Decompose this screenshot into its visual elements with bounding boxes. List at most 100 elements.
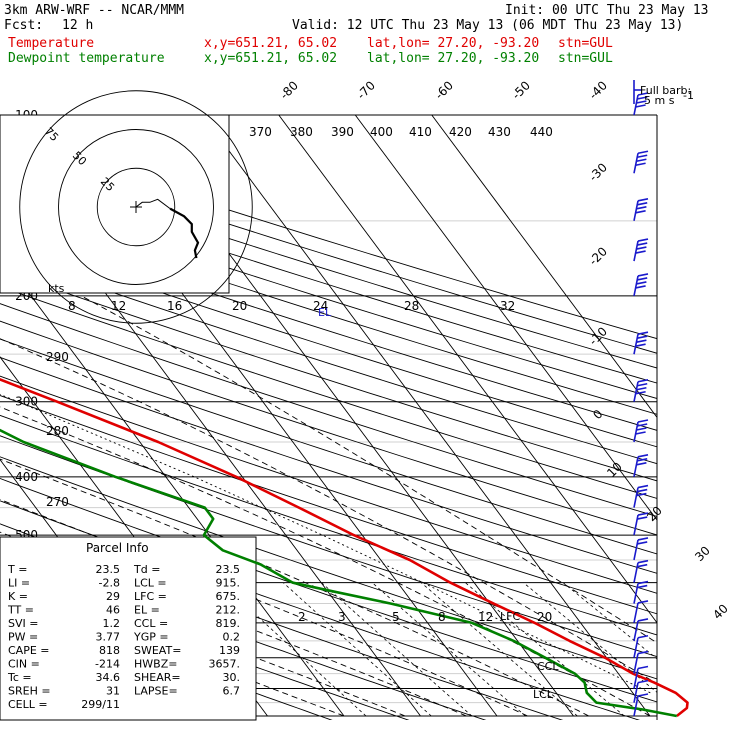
temperature-latlon: lat,lon= 27.20, -93.20	[367, 36, 540, 51]
forecast-label: Fcst:	[4, 18, 44, 33]
wind-barb-175	[633, 238, 649, 262]
dry-adiabat-400	[0, 286, 657, 499]
legend-exponent: -1	[683, 89, 694, 102]
moist-adiabat-36	[81, 295, 657, 644]
isotherm-label--60: -60	[432, 78, 456, 102]
valid-time: Valid: 12 UTC Thu 23 May 13 (06 MDT Thu …	[292, 18, 684, 33]
isotherm-label-0: 0	[590, 407, 605, 422]
mixing-ratio-top-24: 24	[313, 299, 328, 313]
mixing-ratio-12	[465, 582, 625, 717]
hodo-units: kts	[48, 282, 65, 295]
parcel-row-10-label1: CELL =	[8, 698, 48, 711]
mixing-ratio-top-16: 16	[167, 299, 182, 313]
parcel-row-2-label2: LFC =	[134, 590, 167, 603]
parcel-row-0-value1: 23.5	[96, 563, 121, 576]
hodo-ring-25	[96, 167, 176, 247]
mixing-ratio-bottom-8: 8	[438, 610, 446, 624]
temperature-legend: Temperature	[8, 36, 95, 51]
dry-adiabat-470	[0, 176, 657, 384]
wind-barb-300	[633, 378, 649, 402]
wind-barb-750	[633, 618, 649, 642]
parcel-row-2-value2: 675.	[216, 590, 241, 603]
theta-label-430: 430	[488, 125, 511, 139]
parcel-row-7-label2: HWBZ=	[134, 658, 177, 671]
dry-adiabat-450	[0, 206, 657, 415]
dry-adiabat-360	[0, 356, 657, 574]
wind-barb-250	[633, 331, 649, 355]
wind-barb-500	[633, 512, 649, 536]
parcel-row-6-value2: 139	[219, 644, 240, 657]
dry-adiabat-420	[0, 253, 657, 465]
mixing-ratio-2	[283, 582, 432, 717]
sounding-profiles	[0, 378, 689, 718]
parcel-row-3-value2: 212.	[216, 604, 241, 617]
isotherm-label--10: -10	[586, 324, 610, 348]
parcel-info-panel: Parcel Info T = 23.5 Td = 23.5 LI = -2.8 LCL = 9…	[7, 541, 240, 711]
el-label: EL	[318, 306, 332, 319]
dry-adiabat-390	[0, 303, 657, 517]
pressure-label-400: 400	[15, 470, 38, 484]
parcel-info-title: Parcel Info	[86, 541, 149, 555]
dry-adiabat-300	[0, 477, 657, 703]
parcel-info-frame	[0, 536, 257, 721]
pressure-label-300: 300	[15, 395, 38, 409]
parcel-row-0-label2: Td =	[133, 563, 160, 576]
parcel-row-8-value2: 30.	[223, 671, 241, 684]
isotherm-label--20: -20	[586, 244, 610, 268]
theta-left-label-290: 290	[46, 350, 69, 364]
moist-adiabat-20	[0, 406, 651, 717]
dry-adiabat-370	[0, 338, 657, 555]
wind-barb-200	[633, 273, 649, 297]
parcel-row-0-label1: T =	[7, 563, 27, 576]
theta-label-400: 400	[370, 125, 393, 139]
parcel-row-4-label1: SVI =	[8, 617, 38, 630]
isotherm-30	[278, 115, 657, 624]
parcel-row-9-value1: 31	[106, 685, 120, 698]
init-time: Init: 00 UTC Thu 23 May 13	[505, 3, 709, 18]
moist-adiabat-12	[0, 458, 590, 717]
isotherm-50	[431, 115, 657, 419]
hodograph-frame	[0, 114, 230, 294]
parcel-row-3-label1: TT =	[7, 604, 34, 617]
parcel-row-3-value1: 46	[106, 604, 120, 617]
parcel-row-6-label2: SWEAT=	[134, 644, 181, 657]
theta-left-label-280: 280	[46, 424, 69, 438]
dry-adiabat-330	[0, 414, 657, 636]
parcel-row-9-label1: SREH =	[8, 685, 51, 698]
level-markers: EL LFC CCL LCL	[318, 306, 559, 701]
wind-barb-600	[633, 559, 649, 583]
wind-barb-100	[633, 92, 649, 116]
theta-label-440: 440	[530, 125, 553, 139]
isotherm-20	[201, 115, 651, 717]
dry-adiabat-380	[0, 320, 657, 536]
parcel-row-1-label1: LI =	[8, 577, 30, 590]
dry-adiabat-430	[0, 237, 657, 448]
dry-adiabat-350	[0, 375, 657, 594]
parcel-row-10-value1: 299/11	[81, 698, 120, 711]
mixing-ratio-bottom-2: 2	[298, 610, 306, 624]
mixing-ratio-top-8: 8	[68, 299, 76, 313]
theta-label-370: 370	[249, 125, 272, 139]
parcel-row-5-value2: 0.2	[223, 631, 241, 644]
parcel-row-6-value1: 818	[99, 644, 120, 657]
parcel-row-4-label2: CCL =	[134, 617, 168, 630]
mixing-ratio-bottom-3: 3	[338, 610, 346, 624]
parcel-info-panel-bg	[0, 536, 257, 721]
wind-barb-350	[633, 419, 649, 443]
mixing-ratio-bottom-12: 12	[478, 610, 493, 624]
mixing-ratio-8	[420, 582, 578, 717]
legend-value: 5 m s	[644, 94, 675, 107]
parcel-row-4-value1: 1.2	[103, 617, 121, 630]
parcel-row-7-value2: 3657.	[209, 658, 241, 671]
wind-barb-1000	[633, 693, 649, 717]
theta-label-420: 420	[449, 125, 472, 139]
mixing-ratio-top-12: 12	[111, 299, 126, 313]
lfc-label: LFC	[500, 610, 520, 623]
isotherm-label--70: -70	[354, 78, 378, 102]
parcel-row-9-label2: LAPSE=	[134, 685, 178, 698]
parcel-row-5-label2: YGP =	[133, 631, 169, 644]
wind-barb-800	[633, 634, 649, 658]
parcel-row-9-value2: 6.7	[223, 685, 241, 698]
isotherm-label--40: -40	[586, 78, 610, 102]
